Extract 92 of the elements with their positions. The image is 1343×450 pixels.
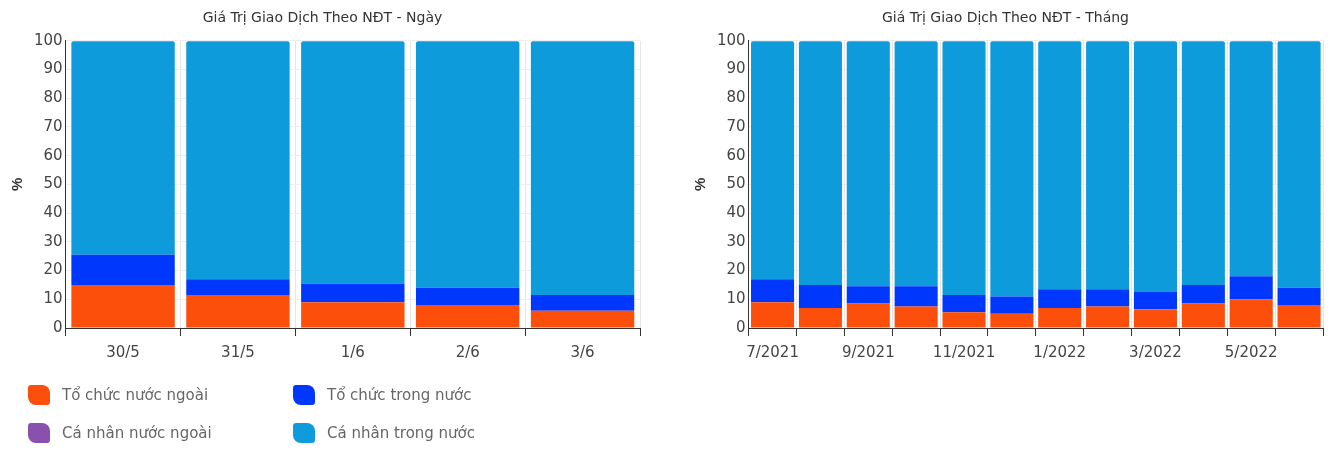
y-tick-label: 90 [43,59,63,78]
bar [1277,305,1321,328]
y-tick-label: 100 [716,30,746,49]
y-tick-label: 60 [726,145,746,164]
x-tick-label: 31/5 [221,342,255,361]
x-tick-label: 11/2021 [932,342,996,361]
bar [1277,41,1321,288]
bar [1133,309,1178,328]
bar [846,41,890,287]
chart-title: Giá Trị Giao Dịch Theo NĐT - Ngày [202,9,443,26]
y-tick-label: 0 [736,317,746,336]
x-tick-label: 3/2022 [1129,342,1182,361]
bar [416,41,520,288]
bar [1133,41,1178,293]
bar [186,279,290,295]
bar [751,41,795,280]
y-axis-title: % [8,177,26,192]
x-tick-label: 7/2021 [746,342,799,361]
chart-title: Giá Trị Giao Dịch Theo NĐT - Tháng [881,9,1130,26]
bar [751,279,795,303]
y-tick-label: 40 [726,203,746,222]
bar [942,312,986,328]
bar [1086,306,1130,328]
x-tick-label: 9/2021 [841,342,895,361]
y-tick-label: 50 [43,174,63,193]
y-tick-label: 90 [726,59,746,78]
bar [990,41,1034,297]
x-tick-label: 1/6 [340,342,365,361]
legend-label: Cá nhân trong nước [327,424,476,442]
y-tick-label: 10 [726,289,746,308]
y-tick-label: 30 [43,231,63,250]
bar [530,310,635,328]
y-tick-label: 20 [726,260,746,279]
bar [798,41,842,285]
bar [798,284,842,308]
y-tick-label: 40 [43,203,63,222]
y-tick-label: 20 [43,260,63,279]
x-tick-label: 5/2022 [1224,342,1278,361]
bar [1181,303,1225,328]
bar [1229,299,1273,328]
y-tick-label: 50 [726,174,746,193]
bar [1038,289,1082,308]
bar [186,294,290,328]
y-tick-label: 80 [726,88,746,107]
y-tick-label: 70 [43,116,63,135]
bar [942,41,986,295]
bar [751,302,795,328]
bar [846,303,890,328]
bar [798,307,842,328]
bar [942,294,986,313]
x-tick-label: 30/5 [106,342,140,361]
bar [1086,289,1130,307]
y-tick-label: 60 [43,145,63,164]
bar [1181,284,1225,304]
x-tick-label: 3/6 [570,342,595,361]
bar [71,254,175,285]
bar [71,284,175,328]
y-axis-title: % [691,177,709,192]
y-tick-label: 30 [726,231,746,250]
bar [990,296,1034,314]
bar [301,302,405,328]
bar [1086,41,1130,290]
bar [71,41,175,255]
bar [846,286,890,304]
bar [530,294,635,311]
y-tick-label: 100 [33,30,63,49]
bar [416,287,520,306]
bar [1038,307,1082,328]
y-tick-label: 10 [43,289,63,308]
legend-label: Tổ chức trong nước [327,386,472,404]
bar [1229,41,1273,277]
bar [1133,292,1178,310]
legend-label: Cá nhân nước ngoài [62,424,212,442]
x-tick-label: 2/6 [455,342,480,361]
bar [894,41,938,287]
bar [894,286,938,307]
bar [1038,41,1082,290]
y-tick-label: 80 [43,88,63,107]
bar [416,305,520,328]
bar [990,313,1034,328]
bar [894,306,938,328]
bar [301,283,405,303]
y-tick-label: 0 [53,317,63,336]
bar [186,41,290,280]
y-tick-label: 70 [726,116,746,135]
bar [530,41,635,295]
bar [301,41,405,284]
bar [1229,276,1273,300]
bar [1277,287,1321,306]
bar [1181,41,1225,285]
legend-label: Tổ chức nước ngoài [62,386,209,404]
x-tick-label: 1/2022 [1033,342,1087,361]
